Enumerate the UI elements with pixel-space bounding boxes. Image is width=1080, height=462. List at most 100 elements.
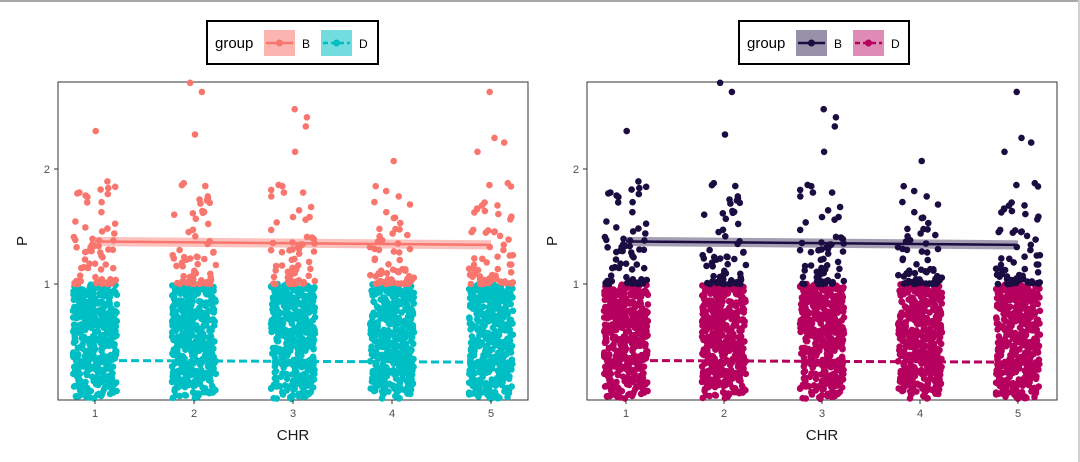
data-point-d [482, 347, 489, 355]
data-point-d [393, 287, 401, 295]
data-point-d [284, 350, 292, 357]
data-point-b [285, 275, 292, 283]
data-point-d [730, 372, 737, 380]
data-point-b [617, 247, 624, 254]
data-point-d [71, 369, 79, 377]
data-point-b [708, 181, 716, 189]
data-point-d [1008, 316, 1016, 323]
data-point-d [473, 295, 481, 303]
data-point-b [483, 259, 491, 266]
data-point-d [380, 383, 387, 391]
data-point-b [390, 248, 398, 255]
data-point-d [916, 306, 924, 313]
data-point-d [300, 388, 308, 396]
y-tick-label: 1 [573, 279, 579, 291]
data-point-b [280, 189, 288, 196]
data-point-b [470, 261, 478, 269]
data-point-b [194, 260, 201, 268]
data-point-d [394, 326, 401, 333]
data-point-d [937, 340, 945, 348]
data-point-d [712, 377, 719, 385]
data-point-b [91, 260, 99, 268]
window-right-border [1078, 0, 1080, 462]
data-point-d [629, 313, 637, 321]
data-point-b [383, 269, 391, 277]
data-point-b [311, 277, 319, 285]
data-point-b [308, 234, 316, 241]
data-point-d [720, 285, 727, 293]
data-point-d [269, 350, 276, 357]
data-point-b [915, 278, 923, 285]
data-point-d [911, 298, 919, 306]
data-point-b [206, 199, 214, 207]
data-point-d [1022, 330, 1029, 338]
data-point-d [1035, 356, 1043, 364]
data-point-d [491, 388, 499, 396]
data-point-d [466, 314, 473, 321]
data-point-d [391, 385, 398, 392]
data-point-b [390, 214, 398, 222]
data-point-b [102, 261, 110, 268]
data-point-b [97, 266, 105, 273]
data-point-d [897, 312, 904, 319]
data-point-d [730, 322, 737, 329]
data-point-d [485, 303, 493, 311]
data-point-d [465, 391, 473, 398]
data-point-b [736, 280, 743, 287]
data-point-b [396, 256, 404, 264]
data-point-d [808, 296, 816, 304]
data-point-d [497, 309, 505, 316]
data-point-d [995, 343, 1003, 350]
data-point-d [305, 376, 313, 384]
legend-key-d-point [865, 39, 872, 47]
data-point-d [910, 350, 918, 358]
legend-label-b: B [302, 37, 310, 51]
data-point-d [924, 354, 932, 362]
data-point-d [740, 345, 747, 352]
data-point-d [736, 375, 744, 382]
data-point-b [917, 230, 924, 237]
data-point-d [612, 352, 620, 360]
data-point-b-outlier [918, 157, 925, 165]
data-point-d [606, 308, 614, 315]
data-point-d [816, 382, 824, 389]
data-point-d [193, 307, 200, 315]
x-tick-label: 3 [290, 408, 296, 420]
data-point-d [296, 329, 304, 337]
data-point-b [104, 190, 112, 198]
data-point-d [270, 394, 278, 402]
data-point-d [727, 366, 735, 374]
data-point-b [640, 246, 648, 254]
data-point-b [700, 211, 708, 218]
data-point-d [833, 294, 840, 301]
data-point-b [626, 242, 633, 250]
data-point-b [1019, 272, 1026, 280]
data-point-d [713, 328, 721, 336]
data-point-d [212, 370, 220, 378]
data-point-b [603, 218, 610, 225]
data-point-b [911, 208, 918, 216]
data-point-b [104, 225, 111, 232]
data-point-d [481, 316, 489, 323]
data-point-b-outlier [623, 127, 630, 135]
data-point-d [812, 315, 820, 322]
data-point-d [271, 363, 279, 370]
data-point-d [480, 311, 487, 318]
data-point-b [1010, 259, 1017, 266]
data-point-d [910, 372, 918, 379]
data-point-d [629, 345, 637, 352]
data-point-d [936, 296, 944, 304]
trend-line-d [94, 358, 492, 364]
x-tick-label: 5 [488, 408, 494, 420]
data-point-b [1034, 269, 1042, 276]
data-point-d [210, 308, 217, 315]
data-point-b [176, 246, 183, 254]
data-point-b [799, 280, 806, 287]
data-point-b [718, 280, 726, 287]
data-point-d [181, 383, 189, 391]
data-point-d [734, 363, 742, 371]
data-point-d [271, 375, 279, 382]
data-point-b [930, 266, 937, 273]
data-point-d [175, 325, 182, 332]
data-point-d [283, 315, 291, 322]
